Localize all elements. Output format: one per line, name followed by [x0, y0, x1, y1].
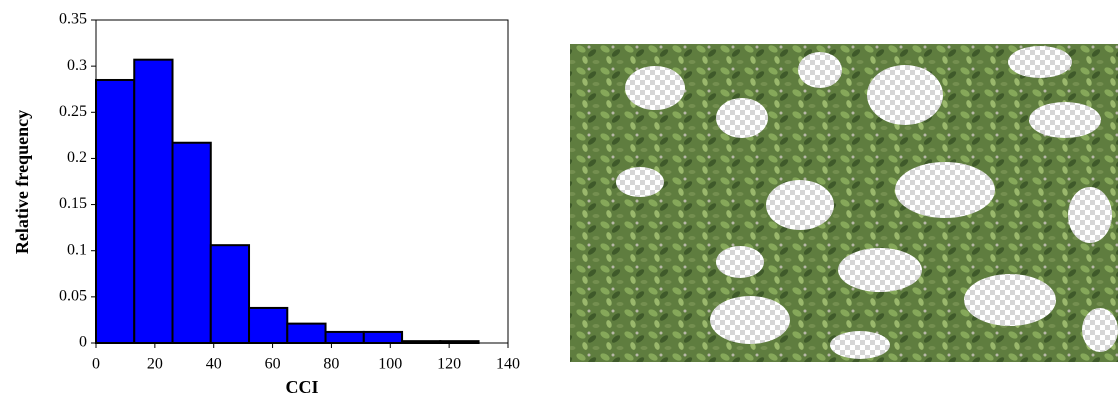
- x-tick-label: 0: [92, 356, 100, 373]
- x-tick-label: 120: [437, 356, 461, 373]
- bar: [248, 306, 289, 344]
- y-tick-label: 0.35: [59, 11, 87, 28]
- field-photo: [570, 44, 1118, 362]
- y-tick-label: 0.2: [67, 149, 87, 166]
- y-tick-label: 0: [79, 334, 87, 351]
- bar: [95, 78, 136, 344]
- x-tick-label: 20: [147, 356, 163, 373]
- y-axis-title: Relative frequency: [12, 110, 32, 254]
- bar: [362, 330, 404, 345]
- y-tick-label: 0.3: [67, 57, 87, 74]
- y-tick-label: 0.25: [59, 103, 87, 120]
- bare-soil-patches: [616, 46, 1118, 359]
- bar: [209, 244, 251, 344]
- x-axis-title: CCI: [285, 377, 318, 397]
- bar: [133, 58, 174, 344]
- x-tick-label: 100: [378, 356, 402, 373]
- plot-area: 0 0.05 0.1 0.15 0.2 0.25 0.3 0.35 0 20 40 60 80 100 12…: [59, 11, 520, 373]
- x-tick-label: 60: [265, 356, 281, 373]
- x-tick-label: 140: [496, 356, 520, 373]
- bar: [324, 330, 365, 345]
- bar: [286, 322, 327, 344]
- x-tick-label: 80: [323, 356, 339, 373]
- x-tick-label: 40: [206, 356, 222, 373]
- bar: [171, 141, 212, 344]
- plot-frame: [95, 19, 509, 344]
- y-tick-label: 0.15: [59, 195, 87, 212]
- y-tick-label: 0.05: [59, 288, 87, 305]
- y-tick-label: 0.1: [67, 241, 87, 258]
